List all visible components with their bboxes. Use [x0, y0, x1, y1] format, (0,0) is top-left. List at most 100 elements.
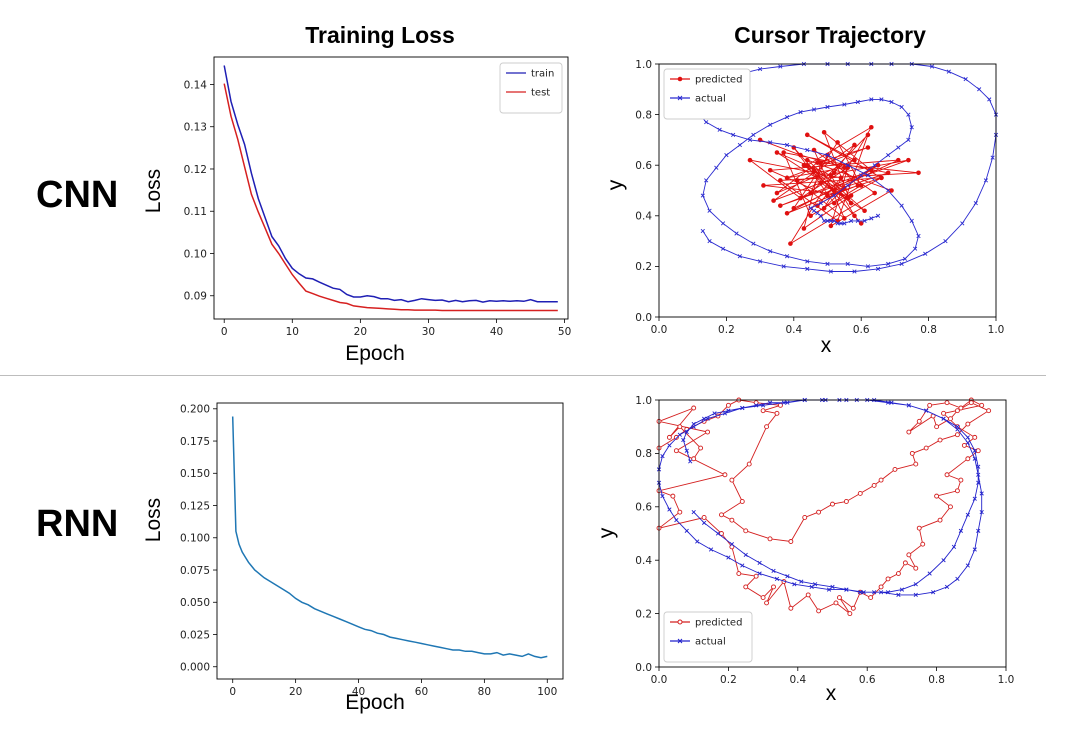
data-point — [955, 424, 960, 429]
legend-marker — [677, 619, 683, 625]
x-tick-label: 1.0 — [988, 324, 1005, 336]
data-point — [886, 188, 891, 193]
data-point — [961, 442, 967, 448]
x-axis-label: Epoch — [345, 342, 405, 365]
data-point — [818, 201, 823, 206]
data-point — [743, 584, 749, 590]
data-point — [976, 528, 981, 533]
data-point — [700, 193, 705, 198]
data-point — [965, 456, 971, 462]
data-point — [972, 547, 977, 552]
data-point — [913, 592, 918, 598]
data-point — [726, 555, 731, 560]
data-point — [835, 221, 840, 226]
x-tick-label: 50 — [558, 326, 571, 338]
y-tick-label: 0.4 — [635, 211, 652, 223]
x-axis-label: x — [826, 682, 837, 705]
data-point — [858, 590, 863, 595]
data-point — [842, 165, 847, 171]
data-point — [813, 582, 818, 587]
data-point — [965, 435, 970, 440]
x-tick-label: 1.0 — [998, 674, 1015, 686]
data-point — [746, 461, 752, 467]
y-tick-label: 0.2 — [635, 261, 652, 273]
data-point — [859, 173, 864, 178]
legend-label: train — [531, 69, 554, 80]
data-point — [831, 170, 837, 176]
data-point — [673, 448, 679, 454]
data-point — [784, 175, 790, 181]
data-point — [990, 155, 995, 160]
data-point — [954, 408, 960, 414]
data-point — [830, 584, 835, 590]
data-point — [850, 605, 856, 611]
data-point — [872, 190, 877, 196]
x-tick-label: 0.6 — [859, 674, 876, 686]
legend-marker — [677, 76, 683, 82]
chart-rnn_loss: 0 20 40 60 80 100 0.000 0.025 0.050 0.075 0.100 0.1… — [142, 402, 564, 714]
data-point — [788, 605, 794, 611]
data-point — [862, 218, 867, 223]
data-point — [670, 493, 676, 499]
y-tick-label: 0.000 — [180, 662, 210, 674]
y-tick-label: 0.6 — [635, 160, 652, 172]
x-tick-label: 20 — [354, 326, 367, 338]
data-point — [825, 261, 830, 266]
data-point — [965, 512, 970, 517]
x-tick-label: 30 — [422, 326, 435, 338]
data-point — [821, 130, 827, 135]
data-point — [858, 221, 864, 226]
data-point — [804, 162, 810, 168]
data-point — [751, 241, 756, 246]
data-point — [704, 178, 709, 183]
data-point — [895, 571, 901, 576]
data-point — [842, 221, 847, 226]
data-point — [906, 403, 911, 408]
legend-marker — [677, 95, 683, 101]
data-point — [831, 200, 837, 206]
series-line-rnn_loss-loss — [231, 416, 548, 659]
row-label-rnn: RNN — [36, 503, 119, 545]
legend-label: actual — [695, 94, 726, 105]
data-point — [965, 421, 971, 427]
x-tick-label: 0.8 — [920, 324, 937, 336]
data-point — [811, 208, 817, 213]
data-point — [885, 576, 891, 582]
data-point — [872, 590, 877, 595]
y-tick-label: 0.09 — [184, 291, 207, 303]
y-tick-label: 0.200 — [180, 404, 210, 416]
data-point — [861, 590, 866, 595]
data-point — [805, 259, 810, 264]
data-point — [767, 400, 773, 405]
data-point — [937, 517, 943, 523]
y-tick-label: 0.13 — [184, 122, 207, 134]
data-point — [951, 544, 957, 549]
data-point — [785, 400, 790, 405]
data-point — [788, 241, 793, 246]
data-point — [886, 152, 891, 158]
data-point — [828, 173, 834, 178]
data-point — [972, 456, 977, 461]
data-point — [896, 145, 901, 150]
data-point — [818, 180, 824, 186]
data-point — [667, 507, 672, 512]
data-point — [909, 218, 914, 223]
data-point — [720, 221, 726, 226]
data-point — [684, 429, 689, 435]
y-tick-label: 1.0 — [635, 59, 652, 71]
data-point — [815, 160, 820, 165]
data-point — [705, 429, 711, 435]
data-point — [960, 221, 965, 226]
legend-label: predicted — [695, 75, 742, 86]
data-point — [825, 104, 830, 110]
series-line-cnn_traj-predicted — [749, 126, 919, 244]
data-point — [768, 249, 773, 254]
data-point — [681, 437, 686, 443]
plot-frame-cnn_traj — [658, 63, 997, 318]
y-tick-label: 0.050 — [180, 597, 210, 609]
x-tick-label: 40 — [490, 326, 503, 338]
data-point — [906, 429, 912, 435]
plot-frame-rnn_loss — [216, 402, 564, 680]
x-axis-label: Epoch — [345, 691, 405, 714]
title-training-loss: Training Loss — [305, 22, 455, 48]
